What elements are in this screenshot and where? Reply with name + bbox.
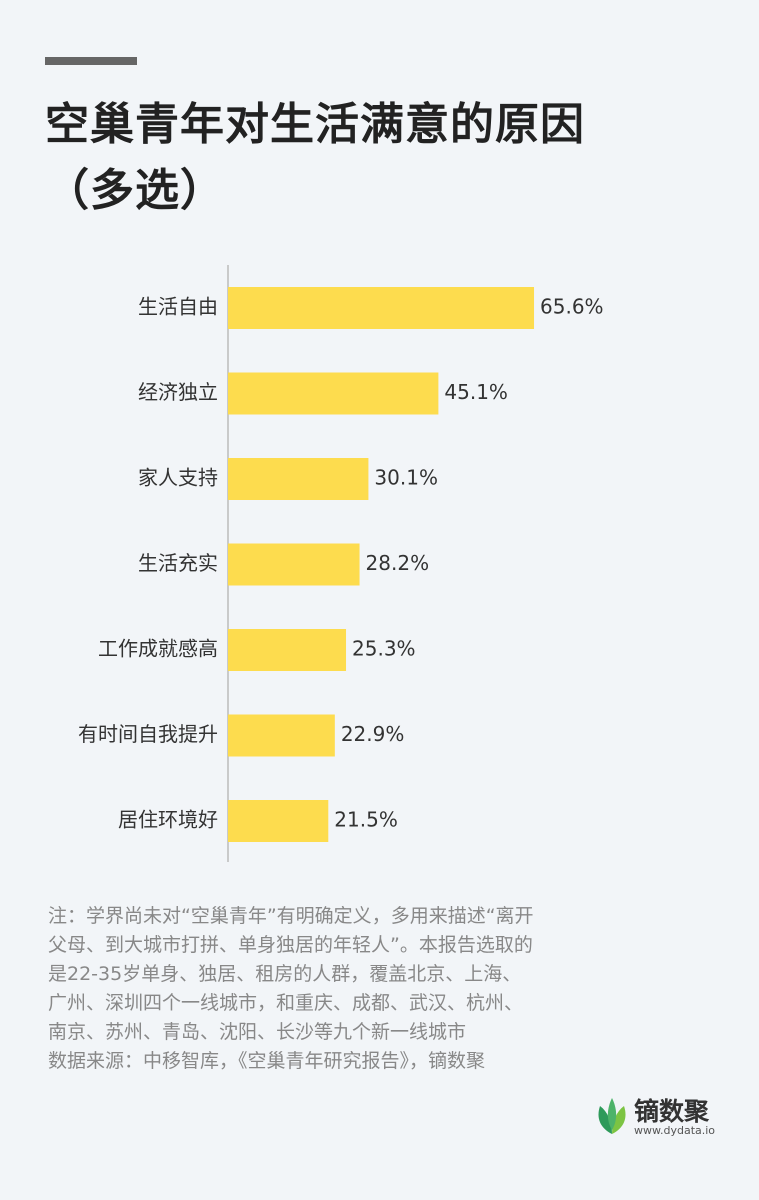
value-label: 21.5%	[334, 808, 398, 832]
category-label: 生活充实	[138, 551, 218, 575]
bar	[228, 372, 439, 415]
value-label: 30.1%	[374, 466, 438, 490]
value-label: 45.1%	[444, 380, 508, 404]
logo: 镝数聚 www.dydata.io	[594, 1092, 734, 1142]
category-label: 生活自由	[138, 295, 218, 319]
bar	[228, 287, 535, 329]
bar	[228, 458, 369, 500]
bar	[228, 543, 360, 586]
value-label: 65.6%	[540, 295, 604, 319]
bar	[228, 714, 335, 757]
category-label: 家人支持	[138, 466, 218, 490]
category-label: 有时间自我提升	[78, 722, 218, 746]
note: 注：学界尚未对“空巢青年”有明确定义，多用来描述“离开父母、到大城市打拼、单身独…	[48, 905, 534, 1043]
category-label: 工作成就感高	[98, 637, 218, 661]
logo-name: 镝数聚	[634, 1097, 710, 1126]
value-label: 25.3%	[352, 637, 416, 661]
category-label: 居住环境好	[118, 808, 218, 832]
logo-icon	[598, 1098, 626, 1134]
value-label: 28.2%	[366, 551, 430, 575]
value-label: 22.9%	[341, 722, 405, 746]
bar	[228, 629, 347, 671]
logo-url: www.dydata.io	[634, 1124, 716, 1137]
notes: 注：学界尚未对“空巢青年”有明确定义，多用来描述“离开父母、到大城市打拼、单身独…	[48, 902, 536, 1076]
source: 数据来源：中移智库，《空巢青年研究报告》，镝数聚	[48, 1050, 486, 1072]
chart-title: 空巢青年对生活满意的原因（多选）	[45, 99, 585, 216]
category-label: 经济独立	[138, 380, 218, 404]
top-bar	[45, 57, 137, 65]
bar	[228, 800, 329, 842]
